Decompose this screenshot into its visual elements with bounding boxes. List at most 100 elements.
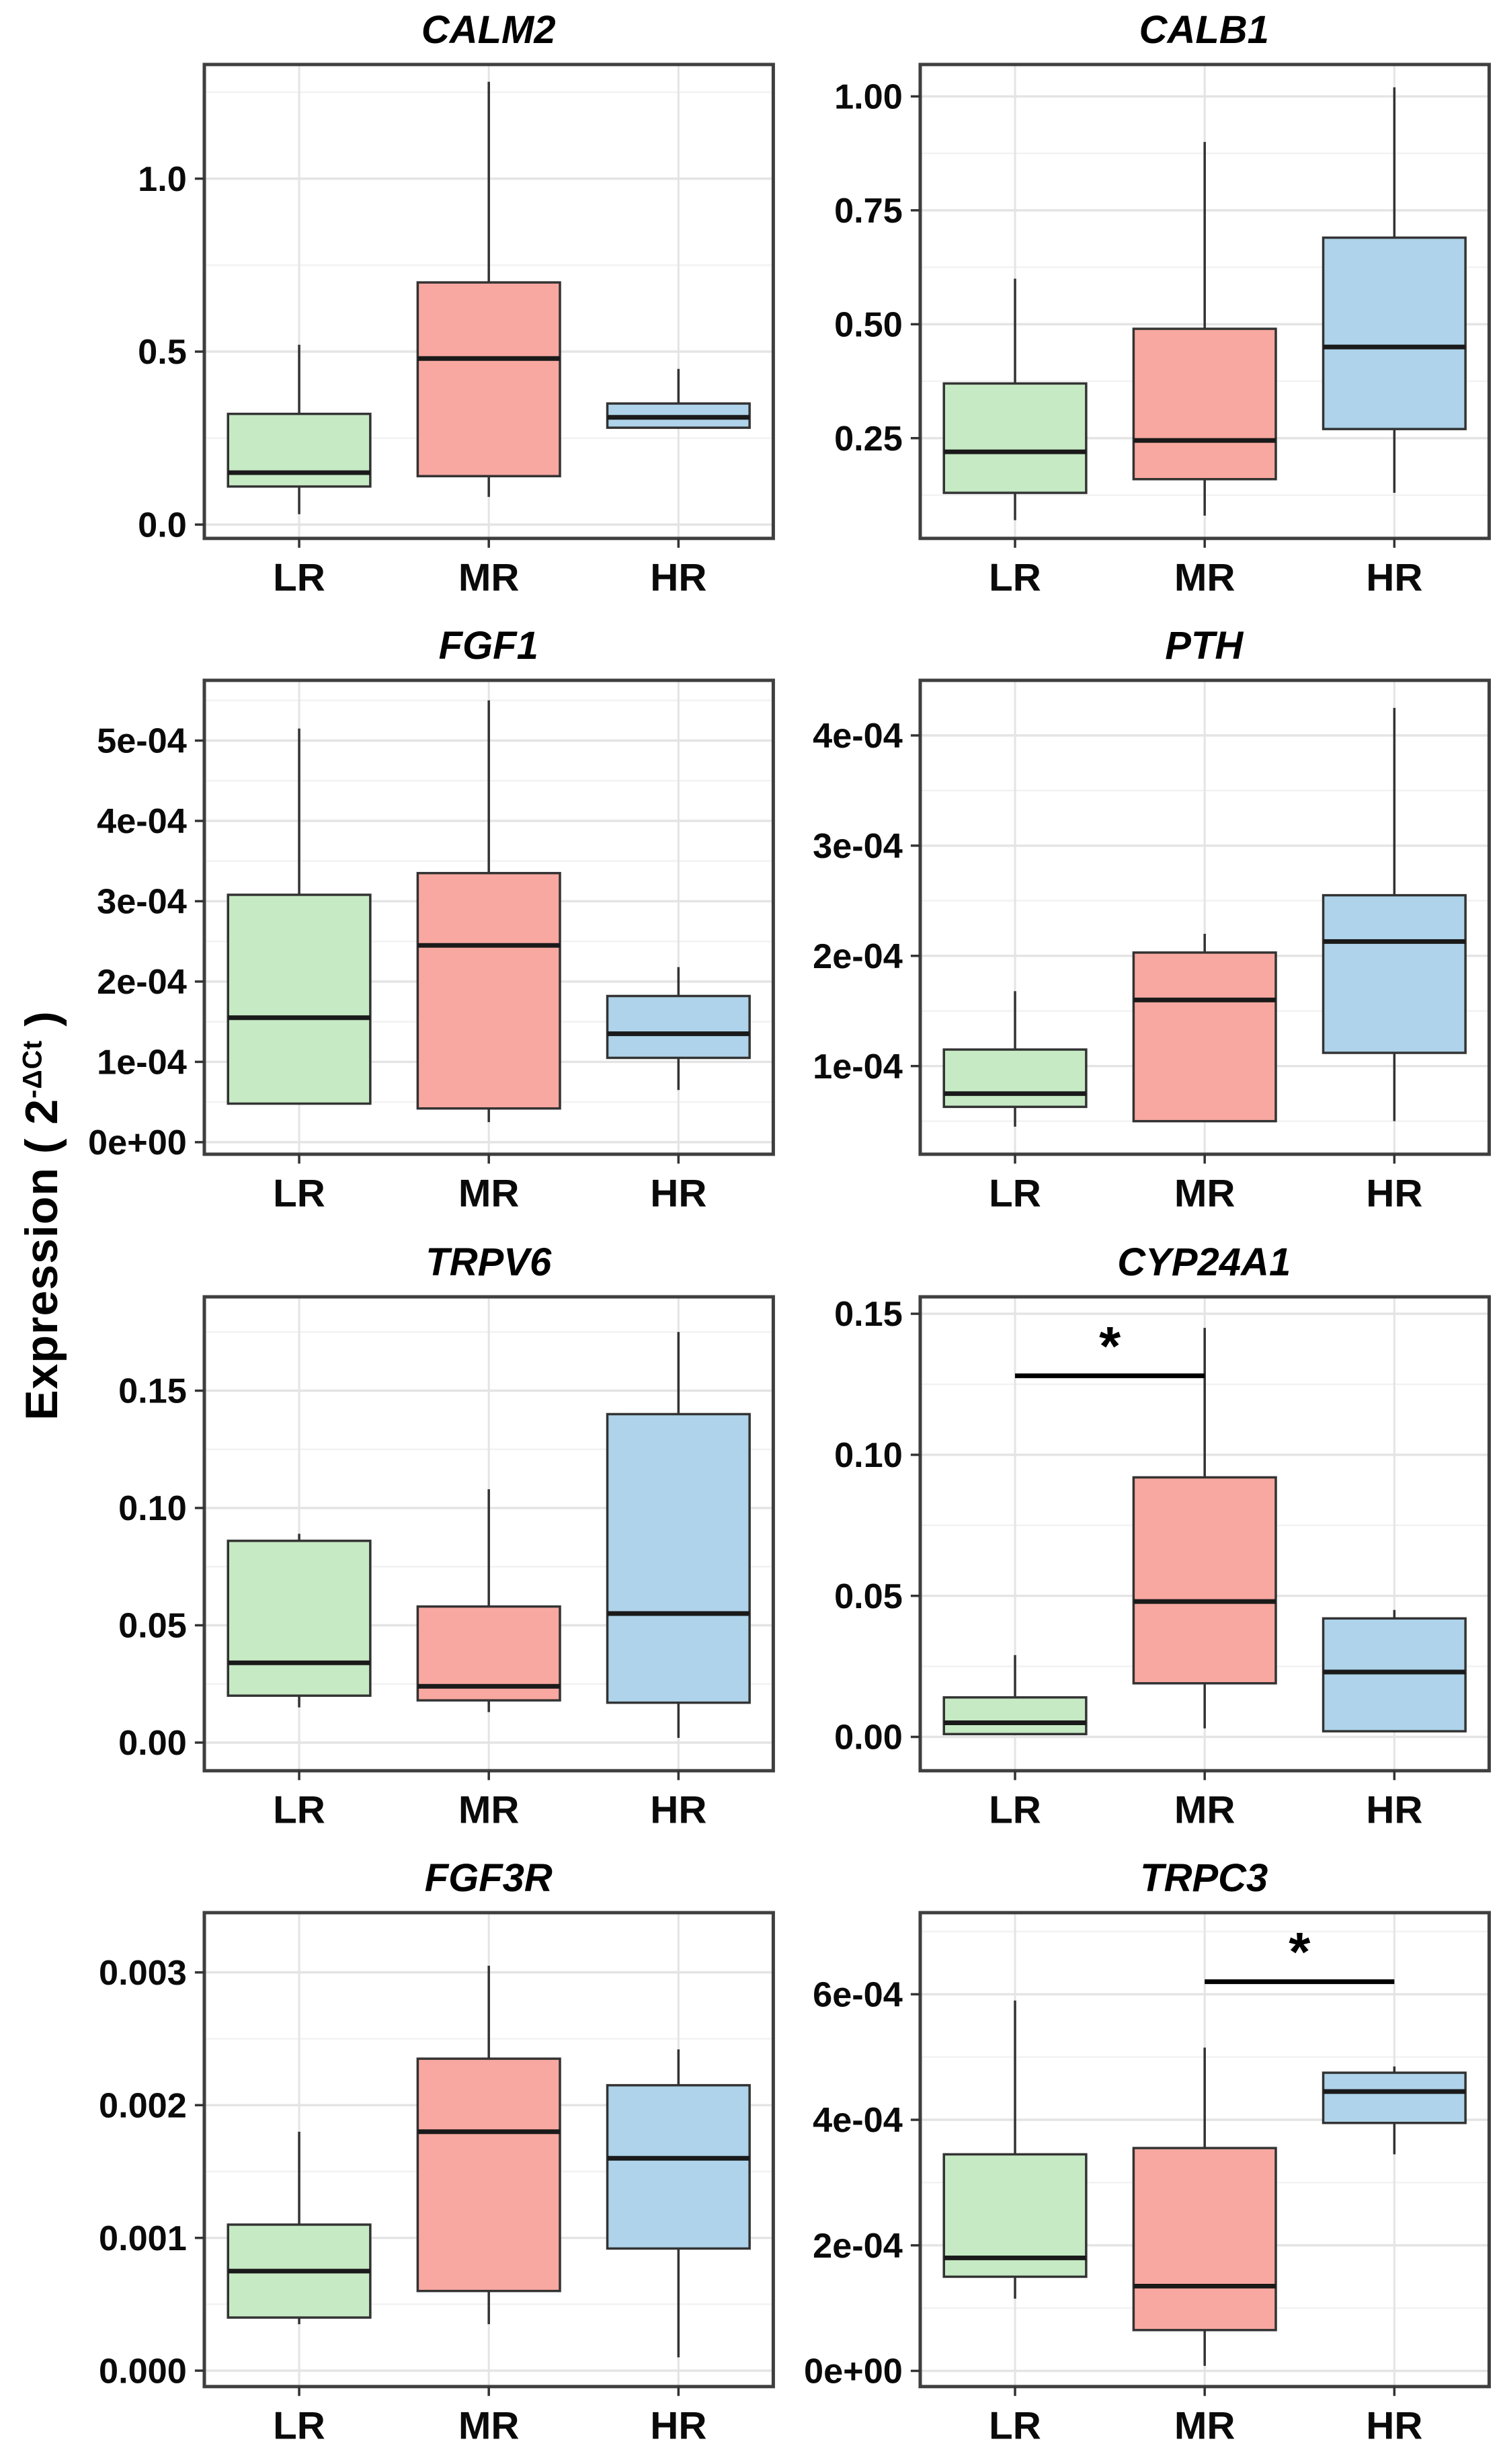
x-tick-label-MR: MR — [1174, 556, 1235, 600]
y-tick-label: 0.15 — [118, 1372, 187, 1411]
y-tick-label: 0.10 — [834, 1436, 903, 1475]
panel-title: TRPC3 — [795, 1854, 1501, 1903]
box-CYP24A1-LR — [944, 1697, 1086, 1734]
panel-title: CALM2 — [79, 5, 786, 55]
y-tick-label: 0.00 — [118, 1724, 187, 1763]
panel-title: TRPV6 — [79, 1238, 786, 1287]
x-tick-label-HR: HR — [1366, 1172, 1422, 1216]
box-TRPC3-LR — [944, 2154, 1086, 2276]
box-FGF1-HR — [608, 996, 750, 1058]
box-FGF3R-HR — [608, 2085, 750, 2249]
y-axis-label-prefix: Expression ( 2 — [16, 1099, 67, 1421]
y-tick-label: 0.10 — [118, 1489, 187, 1528]
x-tick-label-MR: MR — [458, 1172, 520, 1216]
y-axis-label: Expression ( 2-ΔCt ) — [15, 1010, 68, 1420]
panel-TRPV6: TRPV6 0.00 0.05 0.10 0.15 LR MR HR — [79, 1232, 786, 1848]
box-CALB1-HR — [1323, 237, 1465, 429]
x-tick-label-HR: HR — [650, 1788, 706, 1831]
y-tick-label: 0.000 — [99, 2352, 187, 2391]
y-tick-label: 0.25 — [834, 420, 903, 459]
x-tick-label-HR: HR — [650, 1172, 706, 1216]
x-tick-label-MR: MR — [458, 556, 520, 600]
y-tick-label: 1.0 — [138, 160, 187, 199]
box-PTH-LR — [944, 1049, 1086, 1107]
y-axis-label-superscript: -ΔCt — [17, 1040, 47, 1099]
box-CYP24A1-MR — [1133, 1477, 1276, 1683]
box-TRPV6-MR — [417, 1606, 560, 1700]
y-tick-label: 0.05 — [834, 1577, 903, 1616]
y-tick-label: 2e-04 — [97, 963, 187, 1002]
x-tick-label-MR: MR — [458, 2404, 520, 2448]
x-tick-label-LR: LR — [989, 2404, 1041, 2448]
y-tick-label: 0.0 — [138, 506, 187, 545]
box-TRPC3-HR — [1323, 2073, 1465, 2123]
x-tick-label-HR: HR — [650, 556, 706, 600]
panel-title: CYP24A1 — [795, 1238, 1501, 1287]
y-tick-label: 4e-04 — [97, 803, 187, 842]
y-tick-label: 0.05 — [118, 1607, 187, 1646]
box-FGF1-MR — [417, 873, 560, 1109]
box-TRPC3-MR — [1133, 2148, 1276, 2330]
box-PTH-MR — [1133, 953, 1276, 1121]
x-tick-label-HR: HR — [650, 2404, 706, 2448]
panel-title: FGF3R — [79, 1854, 786, 1903]
panel-title: CALB1 — [795, 5, 1501, 55]
y-tick-label: 2e-04 — [813, 937, 903, 976]
panel-CALM2: CALM2 0.0 0.5 1.0 LR MR HR — [79, 0, 786, 616]
y-tick-label: 4e-04 — [813, 2101, 903, 2140]
boxplot-TRPV6: 0.00 0.05 0.10 0.15 LR MR HR — [79, 1287, 786, 1843]
x-tick-label-HR: HR — [1366, 2404, 1422, 2448]
box-CALM2-HR — [608, 403, 750, 428]
x-tick-label-MR: MR — [458, 1788, 520, 1831]
y-tick-label: 0.75 — [834, 192, 903, 231]
y-tick-label: 0.00 — [834, 1718, 903, 1757]
boxplot-TRPC3: * 0e+00 2e-04 4e-04 6e-04 LR MR HR — [795, 1903, 1501, 2459]
x-tick-label-LR: LR — [273, 1788, 325, 1831]
significance-bar-CYP24A1: * — [1015, 1316, 1205, 1378]
y-tick-label: 0e+00 — [88, 1124, 187, 1163]
y-tick-label: 0.15 — [834, 1295, 903, 1334]
y-tick-label: 2e-04 — [813, 2227, 903, 2266]
y-tick-label: 0.5 — [138, 333, 187, 372]
x-tick-label-LR: LR — [989, 1788, 1041, 1831]
box-CYP24A1-HR — [1323, 1618, 1465, 1731]
panel-title: PTH — [795, 621, 1501, 671]
x-tick-label-LR: LR — [989, 556, 1041, 600]
x-tick-label-LR: LR — [273, 556, 325, 600]
y-axis-label-suffix: ) — [16, 1010, 67, 1040]
box-TRPV6-LR — [228, 1541, 370, 1696]
significance-star: * — [1289, 1922, 1310, 1983]
x-tick-label-HR: HR — [1366, 1788, 1422, 1831]
y-tick-label: 0e+00 — [804, 2352, 903, 2391]
x-tick-label-HR: HR — [1366, 556, 1422, 600]
panel-TRPC3: TRPC3 * 0e+00 2e-04 4e-04 6e-04 LR MR HR — [795, 1848, 1501, 2464]
x-tick-label-LR: LR — [273, 1172, 325, 1216]
x-tick-label-MR: MR — [1174, 1172, 1235, 1216]
box-CALM2-MR — [417, 282, 560, 476]
box-TRPV6-HR — [608, 1414, 750, 1702]
box-CALB1-LR — [944, 383, 1086, 493]
box-CALM2-LR — [228, 414, 370, 487]
box-FGF3R-LR — [228, 2225, 370, 2317]
x-tick-label-MR: MR — [1174, 2404, 1235, 2448]
x-tick-label-LR: LR — [989, 1172, 1041, 1216]
significance-star: * — [1099, 1316, 1121, 1378]
y-tick-label: 6e-04 — [813, 1976, 903, 2015]
y-tick-label: 1e-04 — [813, 1047, 903, 1086]
y-tick-label: 1.00 — [834, 78, 903, 117]
boxplot-CALM2: 0.0 0.5 1.0 LR MR HR — [79, 55, 786, 610]
box-PTH-HR — [1323, 896, 1465, 1053]
y-tick-label: 0.003 — [99, 1954, 187, 1993]
